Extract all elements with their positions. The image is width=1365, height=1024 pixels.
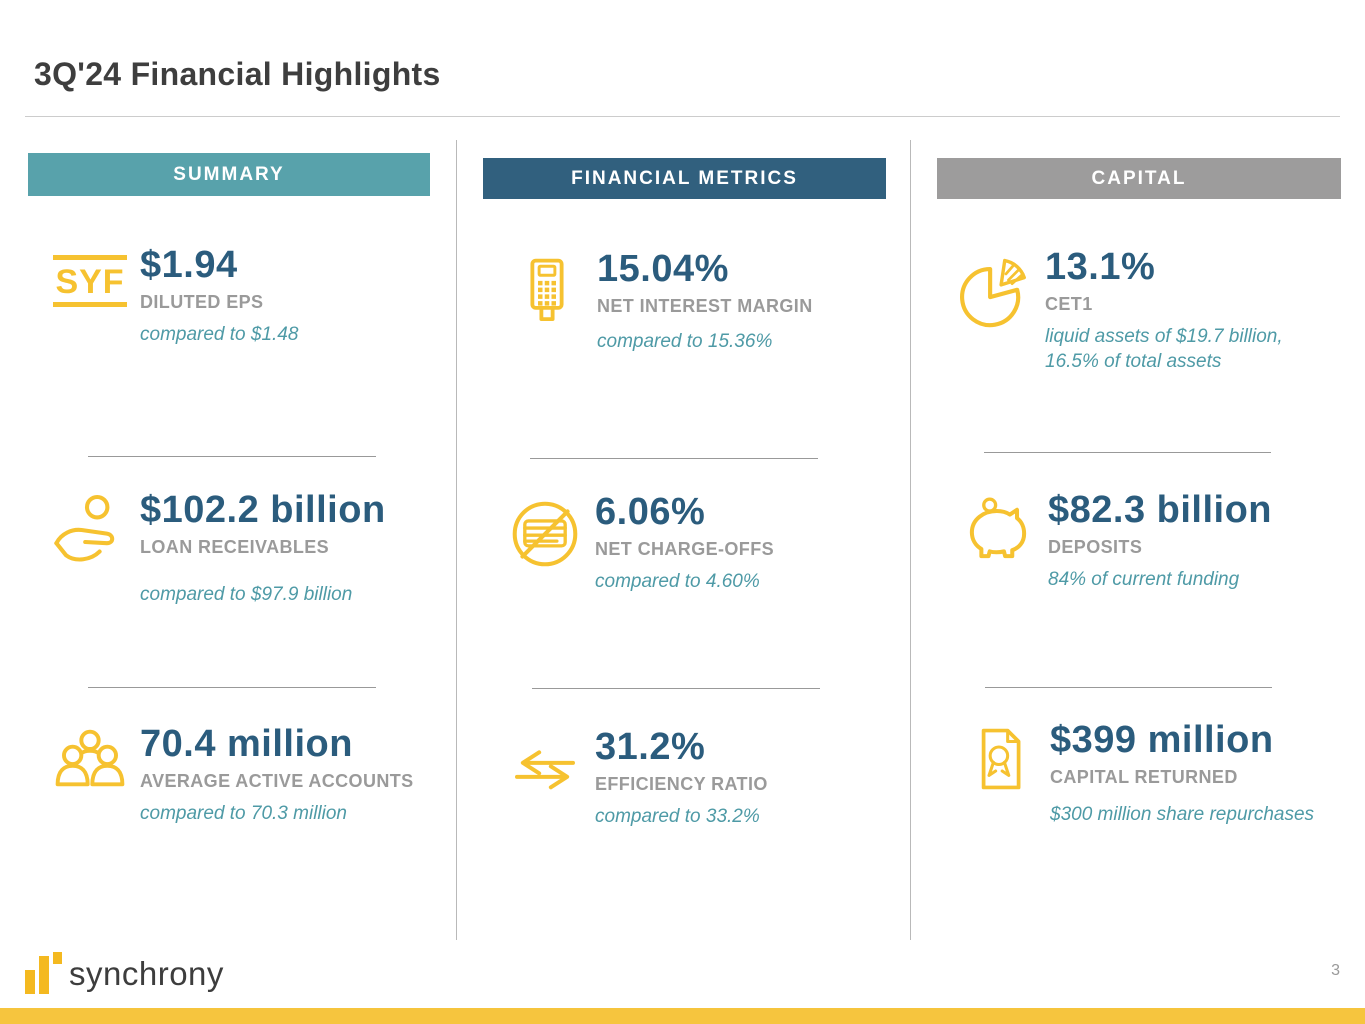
- item-separator: [532, 688, 820, 689]
- metric-comparison: liquid assets of $19.7 billion, 16.5% of…: [1045, 326, 1283, 372]
- item-separator: [985, 687, 1272, 688]
- pie-chart-icon: [960, 258, 1026, 328]
- metric-capital-returned: $399 million CAPITAL RETURNED $300 milli…: [950, 718, 1314, 827]
- metric-comparison: compared to 4.60%: [595, 571, 760, 592]
- metric-diluted-eps: SYF $1.94 DILUTED EPS compared to $1.48: [40, 243, 298, 347]
- syf-ticker-icon: SYF: [53, 255, 127, 307]
- item-separator: [530, 458, 818, 459]
- people-group-icon: [55, 729, 125, 787]
- metric-label: DILUTED EPS: [140, 292, 264, 312]
- metric-comparison: $300 million share repurchases: [1050, 804, 1315, 825]
- metric-deposits: $82.3 billion DEPOSITS 84% of current fu…: [948, 488, 1272, 592]
- no-card-icon: [512, 501, 578, 567]
- title-divider: [25, 116, 1340, 117]
- metric-label: NET INTEREST MARGIN: [597, 296, 813, 316]
- metric-efficiency-ratio: 31.2% EFFICIENCY RATIO compared to 33.2%: [495, 725, 768, 829]
- metric-comparison: compared to $97.9 billion: [140, 584, 353, 605]
- metric-net-interest-margin: 15.04% NET INTEREST MARGIN compared to 1…: [497, 247, 813, 354]
- column-header-financial-metrics: FINANCIAL METRICS: [483, 158, 886, 199]
- certificate-icon: [981, 728, 1021, 790]
- metric-label: AVERAGE ACTIVE ACCOUNTS: [140, 771, 414, 791]
- metric-label: NET CHARGE-OFFS: [595, 539, 774, 559]
- metric-comparison: compared to 33.2%: [595, 806, 760, 827]
- metric-value: 13.1%: [1045, 246, 1156, 288]
- item-separator: [984, 452, 1271, 453]
- metric-comparison: compared to 15.36%: [597, 331, 773, 352]
- metric-label: CAPITAL RETURNED: [1050, 767, 1238, 787]
- page-number: 3: [1331, 962, 1340, 979]
- item-separator: [88, 687, 376, 688]
- column-divider: [910, 140, 911, 940]
- metric-loan-receivables: $102.2 billion LOAN RECEIVABLES compared…: [40, 488, 386, 607]
- synchrony-logo-icon: [25, 950, 67, 994]
- metric-label: CET1: [1045, 294, 1093, 314]
- metric-label: LOAN RECEIVABLES: [140, 537, 330, 557]
- column-header-summary: SUMMARY: [28, 153, 430, 196]
- piggy-bank-icon: [969, 497, 1027, 559]
- page-title: 3Q'24 Financial Highlights: [34, 56, 441, 92]
- metric-value: 15.04%: [597, 248, 729, 290]
- column-divider: [456, 140, 457, 940]
- metric-label: EFFICIENCY RATIO: [595, 774, 768, 794]
- metric-value: $82.3 billion: [1048, 489, 1273, 531]
- metric-label: DEPOSITS: [1048, 537, 1143, 557]
- hand-person-icon: [54, 494, 115, 562]
- metric-value: $1.94: [140, 244, 238, 286]
- metric-cet1: 13.1% CET1 liquid assets of $19.7 billio…: [945, 245, 1283, 374]
- brand-name: synchrony: [69, 955, 224, 992]
- bottom-accent-bar: [0, 1008, 1365, 1024]
- metric-value: $399 million: [1050, 719, 1274, 761]
- metric-comparison: compared to $1.48: [140, 324, 299, 345]
- metric-net-charge-offs: 6.06% NET CHARGE-OFFS compared to 4.60%: [495, 490, 774, 594]
- metric-value: 31.2%: [595, 726, 706, 768]
- metric-average-active-accounts: 70.4 million AVERAGE ACTIVE ACCOUNTS com…: [40, 722, 414, 826]
- metric-value: $102.2 billion: [140, 489, 386, 531]
- card-terminal-icon: [530, 258, 564, 322]
- synchrony-logo: synchrony: [25, 950, 224, 994]
- metric-value: 6.06%: [595, 491, 706, 533]
- column-header-capital: CAPITAL: [937, 158, 1341, 199]
- metric-comparison: 84% of current funding: [1048, 569, 1240, 590]
- metric-value: 70.4 million: [140, 723, 353, 765]
- metric-comparison: compared to 70.3 million: [140, 803, 347, 824]
- double-arrows-icon: [515, 750, 575, 790]
- item-separator: [88, 456, 376, 457]
